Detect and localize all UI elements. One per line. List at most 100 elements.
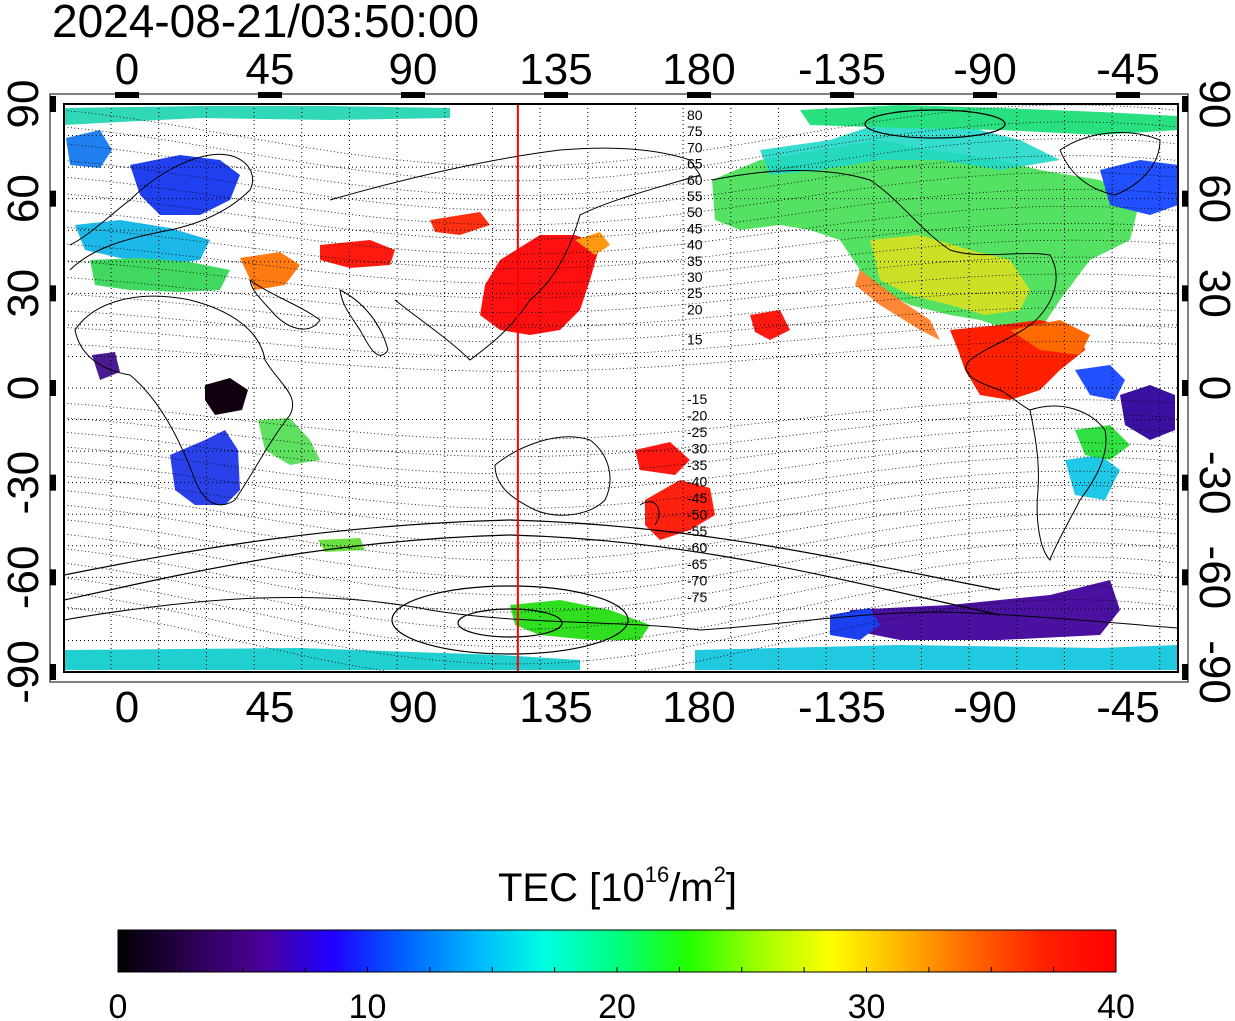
- right-latitude-label: -60: [1190, 546, 1235, 610]
- contour-label: -35: [687, 457, 707, 473]
- contour-label: -25: [687, 424, 707, 440]
- contour-line: [64, 307, 1177, 343]
- timestamp-title: 2024-08-21/03:50:00: [52, 0, 480, 47]
- bottom-longitude-label: 90: [389, 683, 438, 732]
- top-tick: [830, 92, 854, 98]
- left-tick: [50, 664, 56, 680]
- asia-coast: [329, 147, 701, 361]
- bottom-longitude-label: -45: [1096, 683, 1160, 732]
- contour-label: 35: [687, 253, 703, 269]
- contour-label: 45: [687, 220, 703, 236]
- tec-patch-antarctica-purple: [850, 580, 1120, 640]
- top-tick: [401, 92, 425, 98]
- australia-coast: [494, 436, 611, 516]
- top-longitude-label: 180: [662, 45, 735, 94]
- top-longitude-axis: 0 45 90 135 180 -135 -90 -45: [115, 45, 1160, 98]
- right-latitude-label: -90: [1190, 640, 1235, 704]
- contour-label: -65: [687, 556, 707, 572]
- contour-line: [64, 239, 1177, 284]
- tec-patch-europe-cyan: [75, 220, 210, 265]
- contour-line: [64, 413, 1177, 457]
- right-tick: [1182, 190, 1188, 207]
- contour-line: [64, 324, 1177, 357]
- right-latitude-label: 0: [1190, 376, 1235, 400]
- contour-label: -55: [687, 523, 707, 539]
- left-tick: [50, 96, 56, 112]
- tec-patch-north-america-green: [712, 140, 1140, 330]
- colorbar-tick-label: 0: [109, 988, 128, 1021]
- tec-patch-hawaii-red: [750, 310, 790, 340]
- top-longitude-label: 90: [389, 45, 438, 94]
- contour-label: 25: [687, 285, 703, 301]
- tec-patch-southern-cyan-east: [695, 645, 1178, 670]
- colorbar-title-exp2: 2: [713, 862, 726, 887]
- tec-patch-mongolia-red: [430, 212, 490, 235]
- contour-label: -20: [687, 408, 707, 424]
- bottom-longitude-label: 45: [246, 683, 295, 732]
- contour-label: -45: [687, 490, 707, 506]
- left-latitude-label: -90: [0, 640, 48, 704]
- top-tick: [973, 92, 997, 98]
- contour-line: [64, 499, 1177, 561]
- left-latitude-label: 60: [0, 174, 48, 223]
- contour-line: [64, 222, 1177, 270]
- tec-patch-west-africa-purple: [92, 352, 120, 380]
- right-tick: [1182, 474, 1188, 491]
- contour-line: [64, 206, 1177, 255]
- colorbar-title: TEC [1016/m2]: [0, 862, 1235, 911]
- colorbar-tick-label: 30: [848, 988, 886, 1021]
- tec-patch-europe-green: [90, 258, 230, 292]
- contour-line: [64, 256, 1177, 299]
- contour-label: 20: [687, 301, 703, 317]
- magnetic-latitude-contours: [64, 104, 1177, 672]
- tec-patch-antarctica-blue: [830, 608, 880, 640]
- tec-patch-south-africa-blue: [170, 430, 240, 505]
- colorbar-title-suffix: ]: [725, 866, 737, 910]
- contour-line: [64, 527, 1177, 596]
- contour-label: -40: [687, 474, 707, 490]
- left-latitude-label: 90: [0, 80, 48, 129]
- bottom-longitude-label: 0: [115, 683, 139, 732]
- top-tick: [1116, 92, 1140, 98]
- contour-line: [64, 399, 1177, 440]
- tec-patch-caribbean-orange: [1010, 320, 1090, 355]
- right-tick: [1182, 380, 1188, 396]
- contour-label: 70: [687, 139, 703, 155]
- contour-label: -70: [687, 573, 707, 589]
- left-tick: [50, 474, 56, 491]
- right-tick: [1182, 96, 1188, 112]
- contour-line: [64, 427, 1177, 475]
- left-tick: [50, 569, 56, 586]
- left-latitude-label: -30: [0, 451, 48, 515]
- contour-label: 15: [687, 332, 703, 348]
- top-tick: [687, 92, 711, 98]
- colorbar-title-mid: /m: [669, 866, 714, 910]
- colorbar-tick-label: 10: [349, 988, 387, 1021]
- contour-line: [64, 599, 1177, 672]
- contour-label: -50: [687, 507, 707, 523]
- colorbar-tick-label: 40: [1097, 988, 1135, 1021]
- right-latitude-axis: 90 60 30 0 -30 -60 -90: [1182, 80, 1235, 704]
- tec-patch-central-asia-red: [320, 240, 395, 268]
- tec-patch-africa-black: [205, 378, 248, 415]
- left-tick: [50, 190, 56, 207]
- left-tick: [50, 285, 56, 302]
- right-latitude-label: -30: [1190, 451, 1235, 515]
- contour-label: -15: [687, 391, 707, 407]
- right-latitude-label: 30: [1190, 269, 1235, 318]
- tec-patch-pacific-red: [635, 442, 690, 475]
- contour-label: -60: [687, 540, 707, 556]
- right-latitude-label: 90: [1190, 80, 1235, 129]
- top-longitude-label: 0: [115, 45, 139, 94]
- tec-patch-new-zealand-red: [645, 480, 715, 540]
- contour-label: 60: [687, 172, 703, 188]
- tec-patch-antarctic-green: [510, 600, 650, 640]
- left-latitude-axis: 90 60 30 0 -30 -60 -90: [0, 80, 56, 704]
- contour-label: -30: [687, 441, 707, 457]
- tec-patch-east-africa-green: [258, 418, 320, 465]
- contour-label: 80: [687, 107, 703, 123]
- tec-patch-arctic-north-cyan: [64, 106, 450, 125]
- contour-label: -75: [687, 589, 707, 605]
- right-tick: [1182, 569, 1188, 586]
